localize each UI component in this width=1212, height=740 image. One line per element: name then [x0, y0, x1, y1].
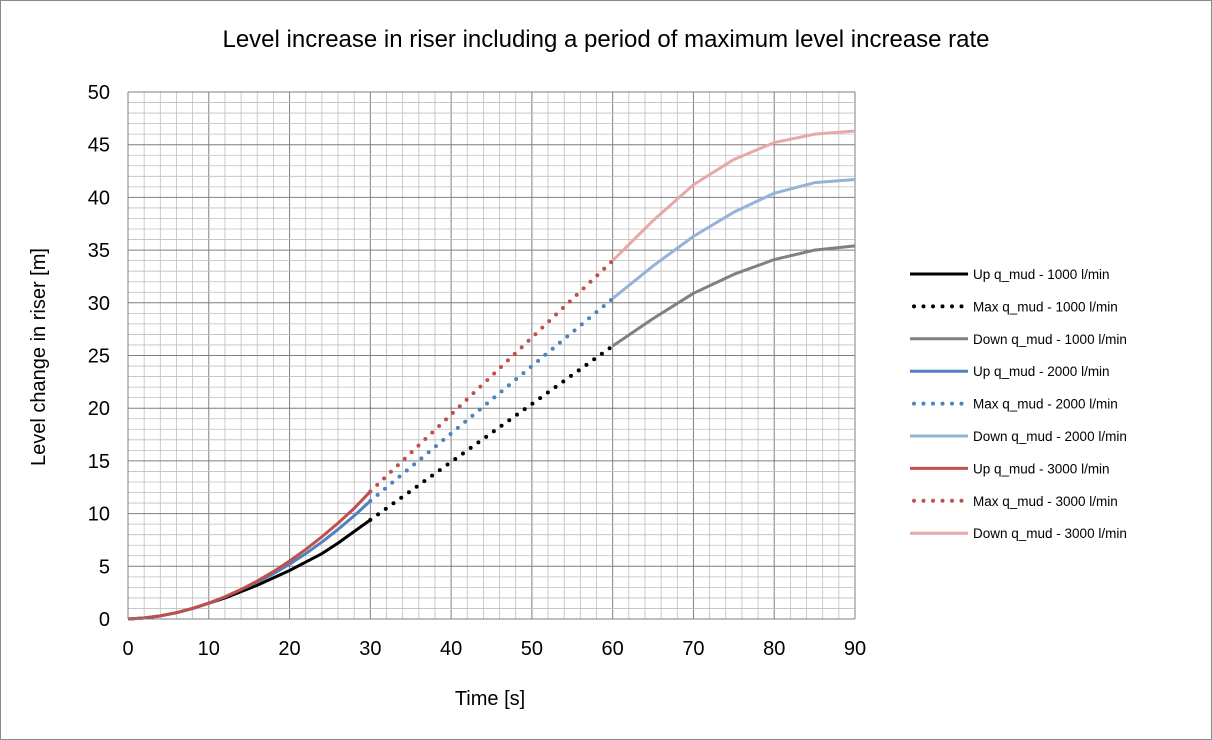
legend-label-8: Max q_mud - 3000 l/min: [973, 494, 1118, 509]
legend-label-4: Up q_mud - 2000 l/min: [973, 364, 1110, 379]
y-tick-label: 20: [88, 398, 110, 420]
series-line-2: [368, 344, 615, 522]
legend: Up q_mud - 1000 l/min Max q_mud - 1000 l/…: [910, 267, 1127, 541]
y-tick-label: 50: [88, 82, 110, 104]
x-axis-title: Time [s]: [455, 688, 525, 710]
y-tick-label: 10: [88, 504, 110, 526]
series-line-8: [368, 258, 615, 494]
y-tick-label: 25: [88, 346, 110, 368]
chart-title: Level increase in riser including a peri…: [222, 26, 990, 53]
series-line-3: [611, 244, 856, 348]
y-tick-label: 0: [99, 609, 110, 631]
series-line-4: [127, 499, 372, 621]
legend-label-1: Up q_mud - 1000 l/min: [973, 267, 1110, 282]
axis-layer: 0 10 20 30 40 50 60 70 80 90 0 5 10 15 20 25 30 35 40 45 50: [88, 82, 866, 660]
x-tick-label: 60: [602, 638, 624, 660]
series-line-5: [368, 296, 615, 503]
x-tick-label: 50: [521, 638, 543, 660]
y-tick-label: 30: [88, 293, 110, 315]
y-tick-label: 5: [99, 556, 110, 578]
legend-label-5: Max q_mud - 2000 l/min: [973, 397, 1118, 412]
legend-label-3: Down q_mud - 1000 l/min: [973, 332, 1127, 347]
x-tick-label: 30: [359, 638, 381, 660]
y-axis-title: Level change in riser [m]: [28, 248, 50, 466]
x-tick-label: 20: [278, 638, 300, 660]
x-tick-label: 10: [198, 638, 220, 660]
legend-label-6: Down q_mud - 2000 l/min: [973, 429, 1127, 444]
series-layer: [127, 129, 856, 621]
y-tick-label: 40: [88, 187, 110, 209]
legend-label-7: Up q_mud - 3000 l/min: [973, 461, 1110, 476]
legend-label-9: Down q_mud - 3000 l/min: [973, 526, 1127, 541]
y-tick-label: 15: [88, 451, 110, 473]
series-line-7: [127, 490, 372, 621]
x-tick-label: 80: [763, 638, 785, 660]
x-tick-label: 40: [440, 638, 462, 660]
series-line-9: [611, 129, 856, 262]
y-tick-label: 45: [88, 135, 110, 157]
x-tick-label: 90: [844, 638, 866, 660]
y-tick-label: 35: [88, 240, 110, 262]
series-line-6: [611, 177, 856, 300]
grid-layer: [127, 91, 856, 620]
x-tick-label: 0: [122, 638, 133, 660]
x-tick-label: 70: [682, 638, 704, 660]
legend-label-2: Max q_mud - 1000 l/min: [973, 299, 1118, 314]
